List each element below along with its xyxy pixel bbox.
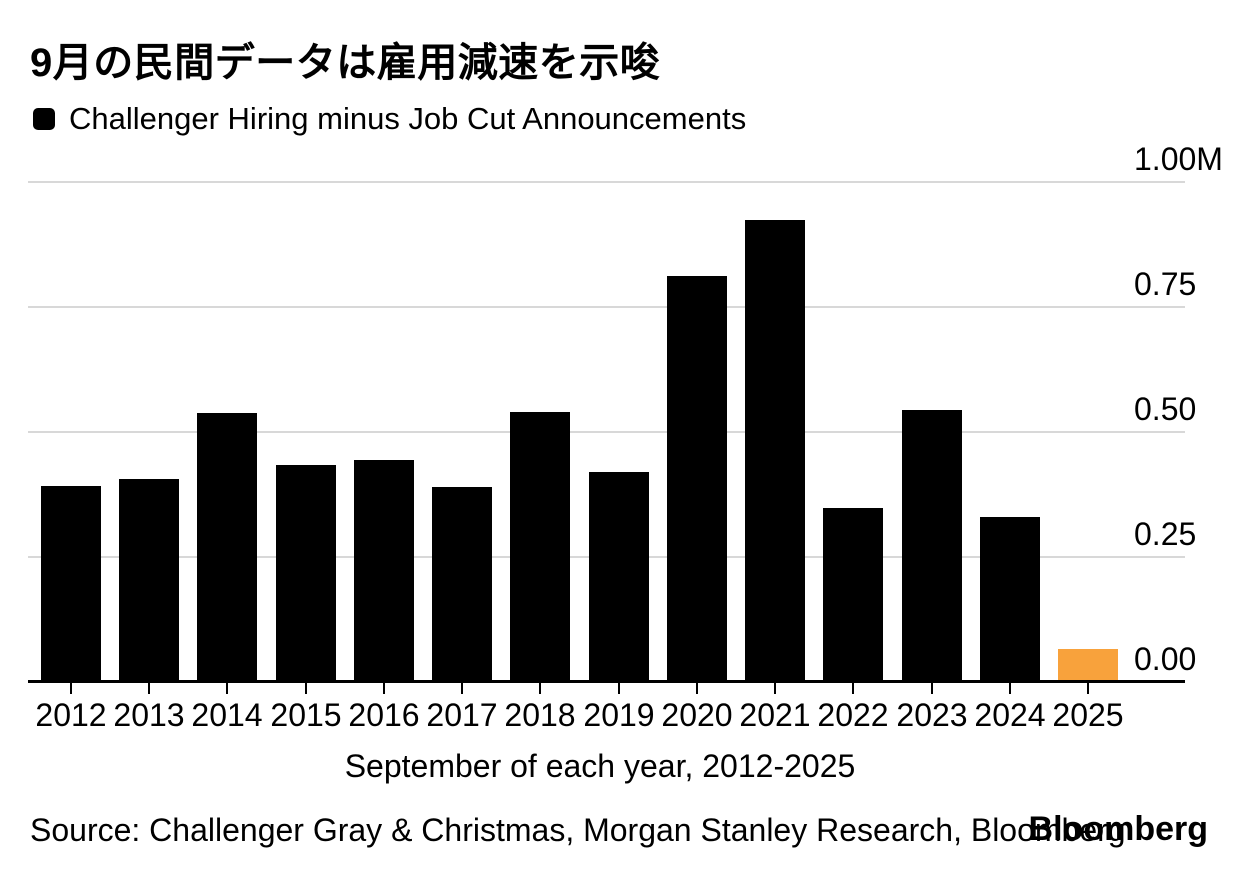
- axis-caption: September of each year, 2012-2025: [344, 748, 856, 784]
- bar-2025: [1058, 649, 1118, 682]
- legend: Challenger Hiring minus Job Cut Announce…: [33, 103, 746, 135]
- x-axis-label: 2017: [426, 697, 498, 733]
- bar-2023: [902, 410, 962, 682]
- x-axis-tick: [226, 682, 228, 694]
- x-axis-label: 2019: [583, 697, 655, 733]
- bar-2019: [589, 472, 649, 682]
- gridline: [28, 181, 1185, 183]
- x-axis-tick: [539, 682, 541, 694]
- y-axis-label: 1.00M: [1134, 141, 1223, 177]
- y-axis-label: 0.25: [1134, 516, 1197, 552]
- legend-swatch: [33, 108, 55, 130]
- bar-2012: [41, 486, 101, 682]
- gridline: [28, 431, 1185, 433]
- x-axis-tick: [774, 682, 776, 694]
- bar-2013: [119, 479, 179, 682]
- x-axis-label: 2023: [896, 697, 968, 733]
- x-axis-line: [28, 680, 1185, 683]
- x-axis-label: 2016: [348, 697, 420, 733]
- x-axis-label: 2024: [974, 697, 1046, 733]
- x-axis-label: 2014: [191, 697, 263, 733]
- bar-2018: [510, 412, 570, 682]
- bar-2014: [197, 413, 257, 682]
- x-axis-label: 2022: [817, 697, 889, 733]
- x-axis-label: 2020: [661, 697, 733, 733]
- legend-label: Challenger Hiring minus Job Cut Announce…: [69, 101, 747, 136]
- x-axis-label: 2012: [35, 697, 107, 733]
- bloomberg-logo: Bloomberg: [1028, 810, 1208, 848]
- x-axis-label: 2015: [270, 697, 342, 733]
- x-axis-label: 2021: [739, 697, 811, 733]
- y-axis-label: 0.75: [1134, 266, 1197, 302]
- x-axis-tick: [383, 682, 385, 694]
- x-axis-tick: [148, 682, 150, 694]
- x-axis-tick: [461, 682, 463, 694]
- bar-2015: [276, 465, 336, 682]
- x-axis-tick: [305, 682, 307, 694]
- x-axis-label: 2013: [113, 697, 185, 733]
- y-axis-label: 0.50: [1134, 391, 1197, 427]
- y-axis-label: 0.00: [1134, 641, 1197, 677]
- x-axis-tick: [618, 682, 620, 694]
- x-axis-tick: [852, 682, 854, 694]
- source-text: Source: Challenger Gray & Christmas, Mor…: [30, 812, 1126, 848]
- x-axis-tick: [931, 682, 933, 694]
- x-axis-label: 2018: [504, 697, 576, 733]
- bar-2022: [823, 508, 883, 682]
- bar-2017: [432, 487, 492, 682]
- bar-2024: [980, 517, 1040, 682]
- bar-2016: [354, 460, 414, 682]
- x-axis-label: 2025: [1052, 697, 1124, 733]
- bar-2021: [745, 220, 805, 682]
- x-axis-tick: [70, 682, 72, 694]
- bar-2020: [667, 276, 727, 682]
- x-axis-tick: [1087, 682, 1089, 694]
- chart-title: 9月の民間データは雇用減速を示唆: [30, 41, 661, 85]
- x-axis-tick: [696, 682, 698, 694]
- x-axis-tick: [1009, 682, 1011, 694]
- gridline: [28, 306, 1185, 308]
